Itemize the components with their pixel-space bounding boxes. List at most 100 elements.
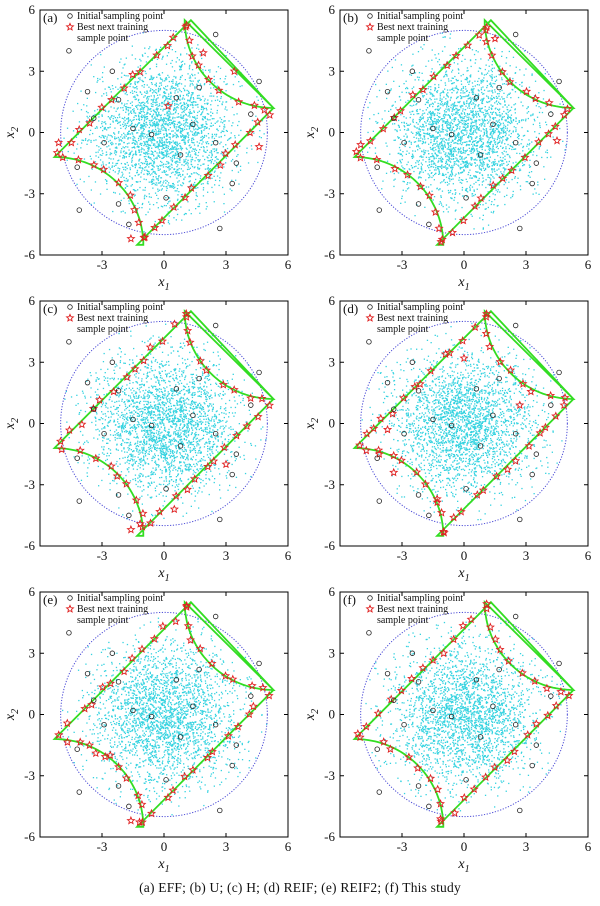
sample-point bbox=[177, 174, 179, 177]
sample-point bbox=[491, 77, 493, 79]
sample-point bbox=[487, 146, 490, 148]
sample-point bbox=[165, 179, 167, 181]
sample-point bbox=[491, 128, 493, 130]
sample-point bbox=[159, 141, 161, 144]
sample-point bbox=[499, 98, 501, 100]
sample-point bbox=[169, 143, 171, 145]
sample-point bbox=[156, 158, 158, 160]
sample-point bbox=[456, 142, 458, 145]
sample-point bbox=[173, 157, 175, 159]
sample-point bbox=[433, 113, 435, 115]
sample-point bbox=[489, 181, 491, 183]
sample-point bbox=[460, 75, 462, 77]
sample-point bbox=[490, 104, 492, 106]
sample-point bbox=[429, 126, 432, 128]
y-tick-label: -6 bbox=[24, 247, 35, 262]
sample-point bbox=[158, 152, 160, 154]
sample-point bbox=[157, 114, 159, 116]
sample-point bbox=[441, 66, 443, 68]
sample-point bbox=[123, 141, 125, 144]
sample-point bbox=[135, 150, 137, 152]
sample-point bbox=[179, 158, 181, 160]
sample-point bbox=[205, 151, 207, 153]
sample-point bbox=[191, 131, 193, 133]
sample-point bbox=[439, 201, 441, 203]
sample-point bbox=[98, 146, 100, 148]
sample-point bbox=[113, 115, 115, 117]
sample-point bbox=[143, 156, 145, 158]
sample-point bbox=[485, 202, 487, 204]
sample-point bbox=[125, 151, 127, 154]
sample-point bbox=[194, 133, 196, 136]
sample-point bbox=[154, 172, 156, 174]
sample-point bbox=[147, 56, 149, 58]
sample-point bbox=[111, 136, 113, 138]
sample-point bbox=[477, 127, 479, 130]
sample-point bbox=[186, 148, 188, 150]
sample-point bbox=[192, 105, 194, 107]
sample-point bbox=[144, 158, 146, 160]
sample-point bbox=[147, 150, 149, 152]
sample-point bbox=[106, 188, 108, 190]
sample-point bbox=[472, 85, 474, 88]
sample-point bbox=[236, 166, 238, 168]
sample-point bbox=[439, 173, 441, 175]
sample-point bbox=[96, 145, 98, 147]
sample-point bbox=[402, 167, 404, 169]
sample-point bbox=[122, 125, 125, 128]
sample-point bbox=[251, 148, 253, 150]
sample-point bbox=[146, 143, 148, 145]
sample-point bbox=[153, 160, 155, 162]
sample-point bbox=[146, 96, 148, 99]
sample-point bbox=[204, 103, 206, 105]
sample-point bbox=[482, 180, 485, 182]
sample-point bbox=[390, 89, 392, 91]
sample-point bbox=[456, 113, 458, 115]
sample-point bbox=[184, 139, 186, 141]
sample-point bbox=[158, 119, 160, 121]
sample-point bbox=[162, 56, 164, 59]
sample-point bbox=[475, 125, 477, 127]
sample-point bbox=[504, 119, 506, 121]
sample-point bbox=[104, 109, 106, 111]
sample-point bbox=[415, 131, 417, 134]
sample-point bbox=[192, 148, 194, 150]
sample-point bbox=[448, 183, 450, 185]
sample-point bbox=[163, 119, 165, 122]
sample-point bbox=[207, 164, 209, 167]
sample-point bbox=[220, 96, 222, 98]
sample-point bbox=[211, 100, 213, 102]
sample-point bbox=[200, 124, 202, 126]
sample-point bbox=[414, 126, 416, 128]
sample-point bbox=[436, 91, 438, 94]
sample-point bbox=[189, 112, 191, 115]
sample-point bbox=[502, 122, 504, 124]
sample-point bbox=[462, 151, 465, 154]
initial-point bbox=[101, 140, 107, 146]
sample-point bbox=[459, 143, 461, 145]
sample-point bbox=[487, 206, 489, 209]
sample-point bbox=[213, 82, 216, 84]
sample-point bbox=[482, 120, 484, 122]
sample-point bbox=[514, 91, 517, 93]
sample-point bbox=[95, 91, 97, 94]
sample-point bbox=[207, 191, 209, 193]
sample-point bbox=[500, 103, 502, 105]
sample-point bbox=[148, 138, 150, 140]
sample-point bbox=[133, 125, 136, 127]
sample-point bbox=[507, 114, 509, 116]
sample-point bbox=[161, 120, 163, 122]
sample-point bbox=[479, 135, 481, 138]
sample-point bbox=[160, 130, 162, 132]
sample-point bbox=[491, 162, 493, 164]
sample-point bbox=[188, 126, 190, 128]
sample-point bbox=[133, 116, 135, 118]
sample-point bbox=[145, 155, 147, 158]
sample-point bbox=[160, 117, 162, 119]
sample-point bbox=[122, 67, 124, 69]
sample-point bbox=[184, 126, 186, 128]
sample-point bbox=[436, 166, 439, 168]
sample-point bbox=[147, 150, 150, 152]
sample-point bbox=[180, 194, 183, 196]
sample-point bbox=[398, 125, 400, 127]
